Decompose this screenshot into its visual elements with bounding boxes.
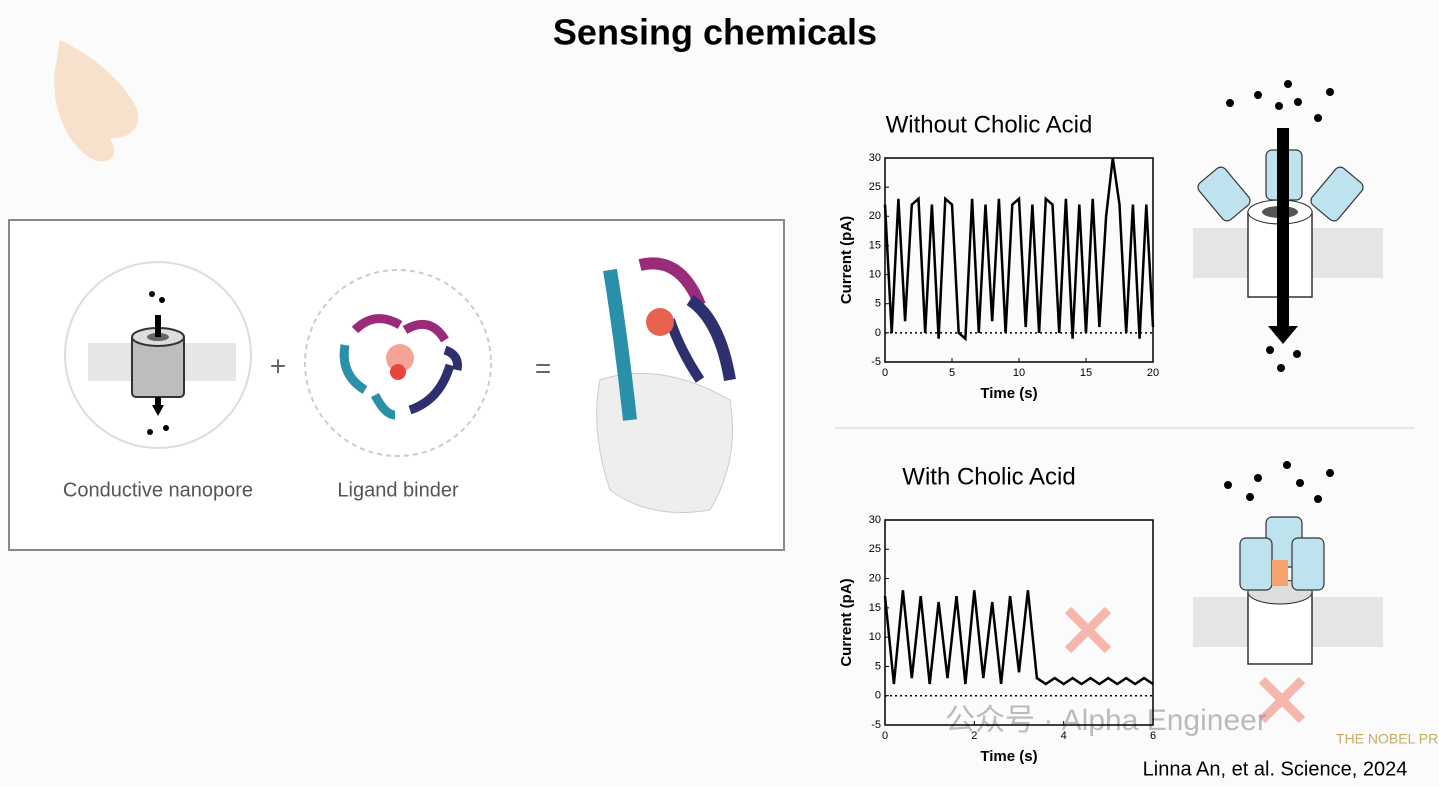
x-tick-label: 10 <box>1013 367 1025 379</box>
nanopore-label: Conductive nanopore <box>63 479 253 501</box>
y-tick-label: 5 <box>875 660 881 672</box>
nose-illustration <box>54 40 139 162</box>
plot-frame <box>884 157 1154 363</box>
plus-sign: + <box>270 350 286 381</box>
slide-title: Sensing chemicals <box>553 12 877 53</box>
y-axis-label: Current (pA) <box>838 578 855 666</box>
complex-protein <box>596 257 736 513</box>
signal-line <box>883 157 1155 342</box>
pore-diagram-open <box>1193 80 1383 372</box>
equals-sign: = <box>535 352 551 383</box>
plot-frame <box>884 519 1154 726</box>
y-tick-label: 30 <box>869 514 881 526</box>
molecules <box>147 291 169 435</box>
watermark: 公众号 · Alpha Engineer <box>945 704 1267 737</box>
y-tick-label: 30 <box>869 152 881 164</box>
y-tick-label: 20 <box>869 572 881 584</box>
ligand-core <box>390 364 406 380</box>
x-tick-label: 5 <box>949 367 955 379</box>
x-tick-label: 20 <box>1147 367 1159 379</box>
logo: THE NOBEL PRIZE <box>1336 731 1439 747</box>
y-tick-label: 5 <box>875 298 881 310</box>
x-axis-label: Time (s) <box>980 748 1037 765</box>
y-tick-label: 25 <box>869 181 881 193</box>
x-tick-label: 15 <box>1080 367 1092 379</box>
y-tick-label: 0 <box>875 690 881 702</box>
y-tick-label: -5 <box>871 356 881 368</box>
y-tick-label: 20 <box>869 210 881 222</box>
y-tick-label: 15 <box>869 602 881 614</box>
arrow-out <box>152 397 164 416</box>
binder-label: Ligand binder <box>337 479 459 501</box>
arrow-in <box>155 315 161 337</box>
x-tick-label: 0 <box>882 367 888 379</box>
y-tick-label: 10 <box>869 631 881 643</box>
binder-protein <box>339 314 462 420</box>
chart-title: Without Cholic Acid <box>886 111 1093 138</box>
pore-diagram-blocked <box>1193 461 1383 724</box>
y-axis-label: Current (pA) <box>838 216 855 304</box>
chart-title: With Cholic Acid <box>902 463 1075 490</box>
y-tick-label: 25 <box>869 543 881 555</box>
signal-line <box>883 590 1154 686</box>
citation: Linna An, et al. Science, 2024 <box>1143 758 1408 780</box>
y-tick-label: 15 <box>869 239 881 251</box>
blocked-mark <box>1064 606 1112 654</box>
x-tick-label: 6 <box>1150 730 1156 742</box>
y-tick-label: 0 <box>875 327 881 339</box>
x-tick-label: 4 <box>1061 730 1067 742</box>
x-axis-label: Time (s) <box>980 385 1037 402</box>
ligand <box>386 344 414 372</box>
y-tick-label: 10 <box>869 268 881 280</box>
x-tick-label: 2 <box>971 730 977 742</box>
x-tick-label: 0 <box>882 730 888 742</box>
y-tick-label: -5 <box>871 719 881 731</box>
